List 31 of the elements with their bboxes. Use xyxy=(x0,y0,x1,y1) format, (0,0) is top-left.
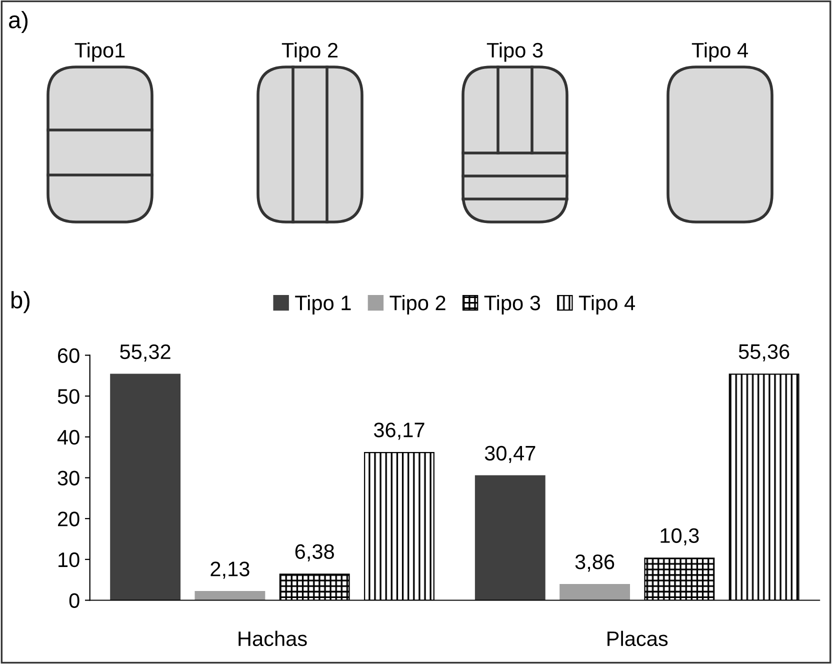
text: a) xyxy=(9,11,28,33)
bar xyxy=(474,475,546,600)
text: b) xyxy=(12,291,30,314)
y-tick-label: 40 xyxy=(57,430,80,445)
y-tick-label: 60 xyxy=(58,348,80,363)
text: Tipo 4 xyxy=(692,42,748,62)
y-tick-label: 50 xyxy=(58,389,80,404)
bar xyxy=(110,374,181,600)
legend-label: Tipo 4 xyxy=(578,295,635,314)
y-tick-label: 20 xyxy=(58,512,80,526)
data-label: 30,47 xyxy=(484,446,536,464)
text: Tipo 3 xyxy=(486,42,543,62)
y-tick-label: 10 xyxy=(58,552,80,568)
data-label: 36,17 xyxy=(374,422,424,440)
y-tick-label: 30 xyxy=(58,470,80,486)
legend-label: Tipo 3 xyxy=(484,295,540,314)
legend-label: Tipo 1 xyxy=(295,295,351,314)
y-tick-label: 0 xyxy=(69,593,80,608)
data-label: 55,32 xyxy=(120,344,170,362)
data-label: 10,3 xyxy=(660,528,699,546)
text: Tipo1 xyxy=(74,42,125,62)
data-label: 55,36 xyxy=(738,344,790,362)
data-label: 6,38 xyxy=(295,544,334,562)
data-label: 3,86 xyxy=(575,554,614,572)
data-label: 2,13 xyxy=(210,562,250,579)
x-tick-label: Hachas xyxy=(238,630,307,646)
bar xyxy=(560,584,630,600)
x-tick-label: Placas xyxy=(608,630,668,646)
bar xyxy=(194,591,266,600)
text: Tipo 2 xyxy=(282,42,338,62)
legend-label: Tipo 2 xyxy=(390,295,446,314)
